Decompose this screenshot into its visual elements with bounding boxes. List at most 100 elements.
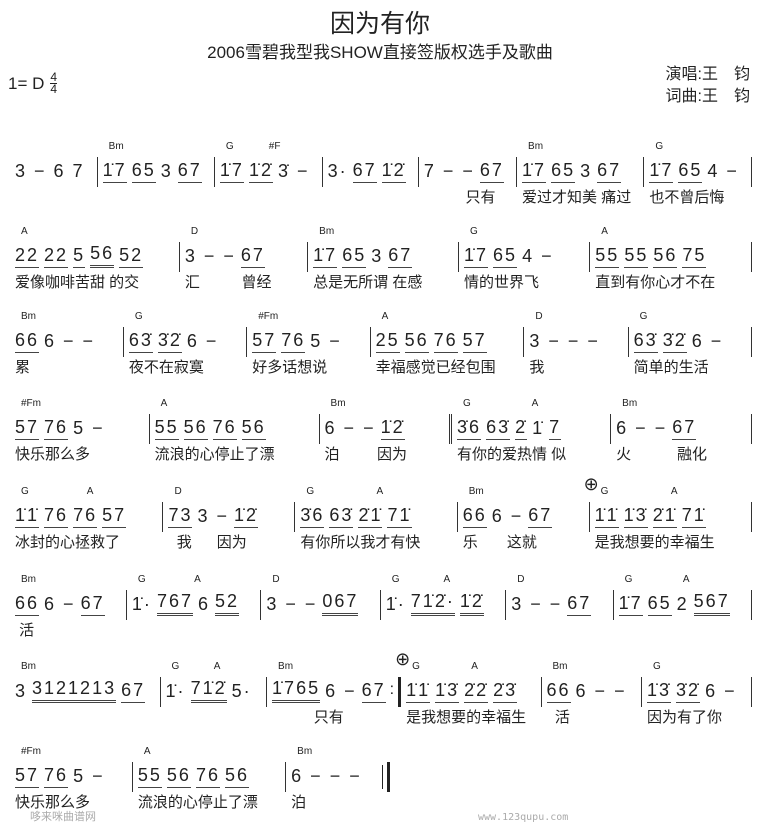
chord-symbol: Bm bbox=[468, 486, 484, 497]
notes: 3̇ − bbox=[277, 161, 310, 181]
composer-name: 王 钧 bbox=[701, 88, 750, 105]
notes: 1̇7 bbox=[618, 593, 643, 616]
notes: 1̇· bbox=[131, 594, 152, 614]
measure: Bm 66 6 −67 活 bbox=[10, 568, 127, 648]
barline-single bbox=[456, 502, 458, 532]
note-group: 6 − − − bbox=[291, 762, 385, 788]
notes: 4 − bbox=[707, 161, 739, 181]
chord-symbol: G bbox=[21, 486, 29, 497]
note-group: 1̇7 65 3 67 bbox=[102, 157, 210, 183]
meter-bottom: 4 bbox=[50, 82, 58, 96]
note-group: 1̇· 71̇2̇ 5· bbox=[166, 677, 263, 703]
notes: 52 bbox=[119, 245, 144, 268]
chord-symbol: A bbox=[376, 486, 384, 497]
note-group: 55 55 56 75 bbox=[595, 242, 747, 268]
score-row: A 22 22 5 56 52 爱像咖啡苦甜 的交 D 3 − −67 汇 曾经 Bm 1̇7 65 3 6… bbox=[10, 220, 752, 300]
chord-symbol: D bbox=[174, 486, 182, 497]
notes: 65 bbox=[342, 245, 367, 268]
notes: 1̇7 bbox=[313, 245, 338, 268]
notes: 5· bbox=[231, 681, 252, 701]
song-subtitle: 2006雪碧我型我SHOW直接签版权选手及歌曲 bbox=[207, 43, 553, 62]
notes: 71̇2̇· bbox=[410, 591, 455, 616]
barline-single bbox=[260, 590, 262, 620]
time-signature: 4 4 bbox=[50, 71, 58, 96]
singer-name: 王 钧 bbox=[701, 66, 750, 83]
notes: 6 − − bbox=[324, 418, 376, 438]
measure: G A 1̇· 71̇2̇ 5· bbox=[161, 655, 268, 735]
notes: 3· bbox=[327, 161, 348, 181]
notes: 4 − bbox=[522, 246, 554, 266]
measure: Bm 1̇7 65 3 67 bbox=[98, 135, 215, 215]
notes: 67 bbox=[597, 160, 622, 183]
barline-single bbox=[540, 677, 542, 707]
chord-line: D bbox=[511, 568, 608, 590]
notes: 67 bbox=[567, 593, 592, 616]
notes: 067 bbox=[322, 591, 359, 616]
chord-line: G #F bbox=[220, 135, 318, 157]
lyric: 有你的爱热情 似 bbox=[457, 446, 567, 463]
notes: 1̇3̇ bbox=[435, 680, 460, 703]
barline-single bbox=[643, 157, 645, 187]
notes: 65 bbox=[678, 160, 703, 183]
chord-line: Bm bbox=[272, 655, 396, 677]
notes: 76 bbox=[44, 765, 69, 788]
notes: 3̇2̇ bbox=[157, 330, 182, 353]
barline-single bbox=[285, 762, 287, 792]
measure: #Fm 57 76 5 − 快乐那么多 bbox=[10, 392, 150, 472]
notes: 5 − bbox=[73, 766, 105, 786]
notes: 56 bbox=[183, 417, 208, 440]
notes: 76 bbox=[73, 505, 98, 528]
note-group: 6 − −1̇2̇ bbox=[325, 414, 447, 440]
chord-line: Bm bbox=[547, 655, 638, 677]
notes: 3 bbox=[160, 161, 173, 181]
measure: G A 1̇1̇ 76 76 57 冰封的心拯救了 bbox=[10, 480, 164, 560]
notes: 3̇2̇ bbox=[676, 680, 701, 703]
lyric: 累 bbox=[15, 359, 31, 376]
notes: 3 bbox=[580, 161, 593, 181]
note-group: 25 56 76 57 bbox=[375, 327, 520, 353]
note-group: 3· 67 1̇2̇ bbox=[328, 157, 414, 183]
notes: 6 − bbox=[325, 681, 357, 701]
notes: 5 bbox=[73, 245, 86, 268]
chord-line: Bm bbox=[15, 568, 122, 590]
note-group: 3 − −67 bbox=[185, 242, 303, 268]
coda-icon: ⊕ bbox=[395, 649, 411, 669]
barline-double bbox=[449, 414, 453, 444]
measure: A 55 56 76 56 流浪的心停止了漂 bbox=[133, 740, 287, 820]
notes: 6 − − bbox=[575, 681, 627, 701]
chord-line: Bm bbox=[616, 392, 747, 414]
note-group: 55 56 76 56 bbox=[137, 762, 281, 788]
chord-symbol: Bm bbox=[552, 661, 568, 672]
note-group: 1̇7 65 3 67 bbox=[313, 242, 454, 268]
chord-symbol: D bbox=[517, 574, 525, 585]
lyric: 流浪的心停止了漂 bbox=[154, 446, 275, 463]
chord-symbol: G bbox=[137, 574, 146, 585]
chord-symbol: G bbox=[225, 141, 234, 152]
chord-line: A bbox=[595, 220, 747, 242]
barline-single bbox=[246, 327, 248, 357]
notes: 3 − − − bbox=[529, 331, 600, 351]
measure: G A 1̇7 65 2 567 bbox=[614, 568, 753, 648]
notes: 3 − 6 7 bbox=[15, 161, 85, 181]
note-group: 1̇7 65 4 − bbox=[649, 157, 747, 183]
notes: 1̇7 bbox=[464, 245, 489, 268]
lyric: 是我想要的幸福生 bbox=[594, 534, 715, 551]
barline-single bbox=[162, 502, 164, 532]
notes: 67 bbox=[80, 593, 105, 616]
chord-symbol: Bm bbox=[330, 398, 346, 409]
note-group: 63̇ 3̇2̇ 6 − bbox=[128, 327, 242, 353]
barline-single bbox=[213, 157, 215, 187]
notes: 1̇ bbox=[532, 418, 545, 438]
measure: D 3 − −67 汇 曾经 bbox=[180, 220, 309, 300]
chord-line: Bm bbox=[325, 392, 447, 414]
barline-single bbox=[122, 327, 124, 357]
notes: 1̇765 bbox=[272, 678, 321, 703]
chord-symbol: Bm bbox=[297, 746, 313, 757]
note-group: 66 6 −67 bbox=[15, 590, 122, 616]
notes: 67 bbox=[388, 245, 413, 268]
notes: 67 bbox=[177, 160, 202, 183]
notes: 3 − − bbox=[266, 594, 318, 614]
chord-line: G bbox=[634, 305, 747, 327]
measure: A 55 55 56 75 直到有你心才不在 bbox=[590, 220, 752, 300]
barline-single bbox=[505, 590, 507, 620]
